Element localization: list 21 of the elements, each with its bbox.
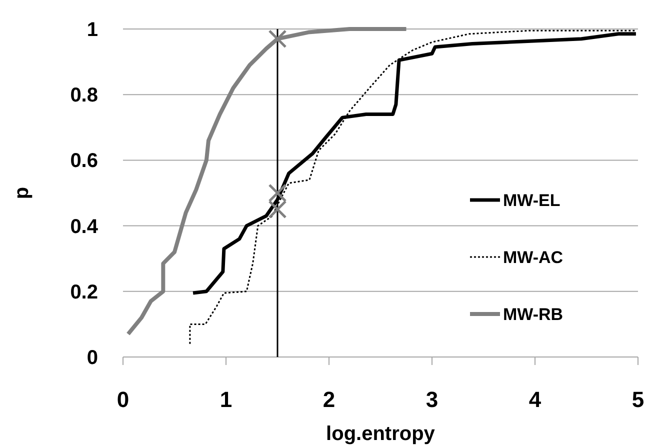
y-tick-label: 0 bbox=[86, 347, 98, 369]
legend-label: MW-EL bbox=[503, 191, 560, 210]
y-tick-label: 0.6 bbox=[70, 150, 98, 172]
legend-label: MW-RB bbox=[503, 305, 564, 324]
point bbox=[268, 184, 287, 202]
y-axis-title: p bbox=[11, 186, 33, 200]
point bbox=[268, 200, 287, 219]
x-tick-label: 1 bbox=[220, 387, 232, 412]
y-tick-label: 1 bbox=[86, 19, 98, 41]
x-axis-title: log.entropy bbox=[326, 423, 436, 445]
x-tick-label: 3 bbox=[426, 387, 438, 412]
x-tick-label: 5 bbox=[632, 387, 644, 412]
point bbox=[268, 30, 287, 48]
line-series bbox=[126, 27, 408, 336]
x-tick-label: 4 bbox=[528, 387, 542, 412]
y-tick-label: 0.4 bbox=[70, 216, 99, 238]
x-tick-label: 0 bbox=[116, 387, 130, 412]
y-tick-label: 0.8 bbox=[70, 84, 98, 107]
x-tick-label: 2 bbox=[322, 387, 336, 412]
y-tick-label: 0.2 bbox=[70, 281, 98, 304]
legend-label: MW-AC bbox=[503, 248, 564, 267]
